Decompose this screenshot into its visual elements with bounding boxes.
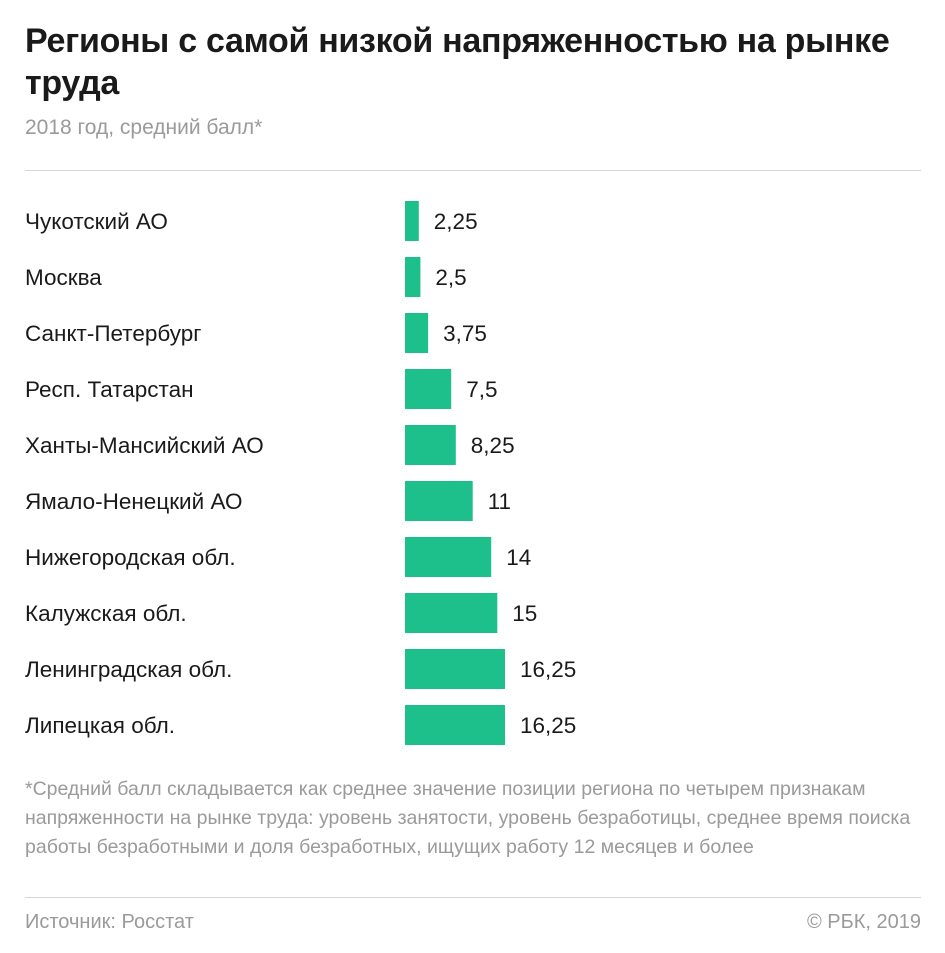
chart-subtitle: 2018 год, средний балл* [25,116,263,139]
bar [405,425,456,465]
value-label: 2,5 [435,265,466,290]
bar [405,201,419,241]
source-note: Источник: Росстат [25,911,194,933]
category-label: Липецкая обл. [25,713,175,738]
value-label: 11 [488,489,511,514]
category-label: Респ. Татарстан [25,377,194,402]
bottom-divider [25,897,921,898]
top-divider [25,170,921,171]
category-label: Калужская обл. [25,601,187,626]
value-label: 14 [506,545,531,570]
value-label: 16,25 [520,657,576,682]
value-label: 16,25 [520,713,576,738]
value-label: 8,25 [471,433,515,458]
bar [405,313,429,353]
category-label: Нижегородская обл. [25,545,236,570]
category-label: Санкт-Петербург [25,321,201,346]
category-label: Ямало-Ненецкий АО [25,489,242,514]
category-label: Москва [25,265,102,290]
value-label: 7,5 [466,377,497,402]
bar [405,257,421,297]
bar [405,705,505,745]
copyright-note: © РБК, 2019 [806,911,921,933]
category-label: Чукотский АО [25,209,168,234]
bar [405,593,498,633]
bar-chart: Чукотский АО 2,25 Москва 2,5 Санкт-Петербург… [25,201,576,745]
value-label: 3,75 [443,321,487,346]
value-label: 15 [512,601,537,626]
chart-title: Регионы с самой низкой напряженностью на… [25,22,890,102]
bar [405,537,492,577]
bar [405,481,473,521]
category-label: Ханты-Мансийский АО [25,433,264,458]
bar [405,649,505,689]
bar [405,369,452,409]
value-label: 2,25 [434,209,478,234]
category-label: Ленинградская обл. [25,657,232,682]
footnote: *Средний балл складывается как среднее з… [25,778,911,858]
